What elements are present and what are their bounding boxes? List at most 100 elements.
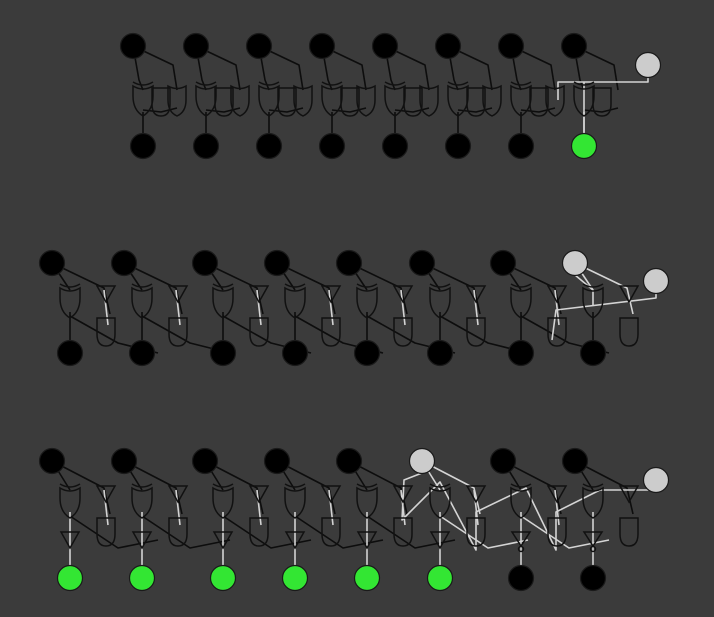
wire-row3-cross-0 xyxy=(51,460,111,515)
wire-row3-carry-chain xyxy=(401,472,657,551)
xor-gate xyxy=(573,81,595,117)
input-a-7 xyxy=(560,32,588,60)
wire-row2-lit-5 xyxy=(473,289,479,326)
wire-row3-lit-6 xyxy=(554,489,560,526)
and-gate xyxy=(151,87,171,117)
or-gate xyxy=(167,84,187,117)
buffer-gate xyxy=(320,485,342,504)
wire-row3-lit-0 xyxy=(103,489,109,526)
wire-row2-cross-5 xyxy=(421,262,481,315)
and-gate xyxy=(592,87,612,117)
buffer-gate xyxy=(248,285,270,304)
xor-gate xyxy=(356,483,378,519)
xor-gate xyxy=(510,483,532,519)
buffer-gate xyxy=(546,285,568,304)
gate-layer xyxy=(59,81,640,553)
wire-row3-lit-2 xyxy=(256,489,262,526)
and-gate xyxy=(547,317,567,347)
and-gate xyxy=(168,517,188,547)
output-5 xyxy=(426,339,454,367)
output-5 xyxy=(426,564,454,592)
wire-row2-lit-4 xyxy=(400,289,406,326)
output-3 xyxy=(281,339,309,367)
xor-gate xyxy=(59,483,81,519)
wire-row2-cross-6 xyxy=(502,262,562,315)
output-6 xyxy=(507,564,535,592)
buffer-gate xyxy=(131,531,153,550)
input-a-1 xyxy=(110,249,138,277)
output-3 xyxy=(318,132,346,160)
wire-row2-cross-3 xyxy=(276,262,336,315)
input-a-3 xyxy=(263,249,291,277)
input-a-4 xyxy=(335,249,363,277)
input-a-0 xyxy=(38,249,66,277)
xor-gate xyxy=(131,483,153,519)
or-gate xyxy=(293,84,313,117)
input-a-0 xyxy=(119,32,147,60)
and-gate xyxy=(321,317,341,347)
buffer-gate xyxy=(167,485,189,504)
and-gate xyxy=(340,87,360,117)
wire-row2-lit-1 xyxy=(175,289,181,326)
input-a-4 xyxy=(371,32,399,60)
and-gate xyxy=(619,317,639,347)
xor-gate xyxy=(284,283,306,319)
output-1 xyxy=(192,132,220,160)
or-gate xyxy=(545,84,565,117)
wire-row1-carry-in xyxy=(557,65,649,100)
output-0 xyxy=(56,564,84,592)
and-gate xyxy=(168,317,188,347)
carry-in-input xyxy=(642,267,670,295)
output-3 xyxy=(281,564,309,592)
buffer-gate xyxy=(465,485,487,504)
and-gate xyxy=(547,517,567,547)
input-a-3 xyxy=(308,32,336,60)
and-gate xyxy=(249,317,269,347)
buffer-gate xyxy=(392,285,414,304)
wire-row3-cross-5 xyxy=(421,460,481,515)
wire-row3-carry-5 xyxy=(439,515,529,549)
buffer-gate xyxy=(95,285,117,304)
input-a-2 xyxy=(245,32,273,60)
and-gate xyxy=(96,317,116,347)
wire-row2-lit-3 xyxy=(328,289,334,326)
buffer-gate xyxy=(59,531,81,550)
wire-row1-cross-5 xyxy=(447,45,493,91)
wire-row3-cross-4 xyxy=(348,460,408,515)
xor-gate xyxy=(510,283,532,319)
xor-gate xyxy=(447,81,469,117)
input-a-5 xyxy=(408,447,436,475)
wire-row1-cross-4 xyxy=(384,45,430,91)
not-gate xyxy=(582,531,604,553)
wire-row3-carry-1 xyxy=(141,515,231,549)
and-gate xyxy=(619,517,639,547)
input-a-2 xyxy=(191,249,219,277)
input-a-1 xyxy=(182,32,210,60)
wire-row2-cross-7 xyxy=(574,262,634,315)
input-a-6 xyxy=(489,249,517,277)
and-gate xyxy=(277,87,297,117)
buffer-gate xyxy=(248,485,270,504)
xor-gate xyxy=(356,283,378,319)
xor-gate xyxy=(429,483,451,519)
wire-row3-cross-3 xyxy=(276,460,336,515)
xor-gate xyxy=(284,483,306,519)
wire-row2-cross-4 xyxy=(348,262,408,315)
wire-row3-cross-7 xyxy=(574,460,634,515)
wire-row3-cross-1 xyxy=(123,460,183,515)
wire-row3-cross-2 xyxy=(204,460,264,515)
wire-row1-cross-3 xyxy=(321,45,367,91)
and-gate xyxy=(529,87,549,117)
output-2 xyxy=(209,564,237,592)
wire-row1-cross-0 xyxy=(132,45,178,91)
or-gate xyxy=(230,84,250,117)
buffer-gate xyxy=(212,531,234,550)
and-gate xyxy=(96,517,116,547)
and-gate xyxy=(466,517,486,547)
input-a-6 xyxy=(489,447,517,475)
wire-row3-cross-6 xyxy=(502,460,562,515)
or-gate xyxy=(482,84,502,117)
input-a-7 xyxy=(561,447,589,475)
wire-row2-lit-6 xyxy=(554,289,560,326)
input-a-0 xyxy=(38,447,66,475)
